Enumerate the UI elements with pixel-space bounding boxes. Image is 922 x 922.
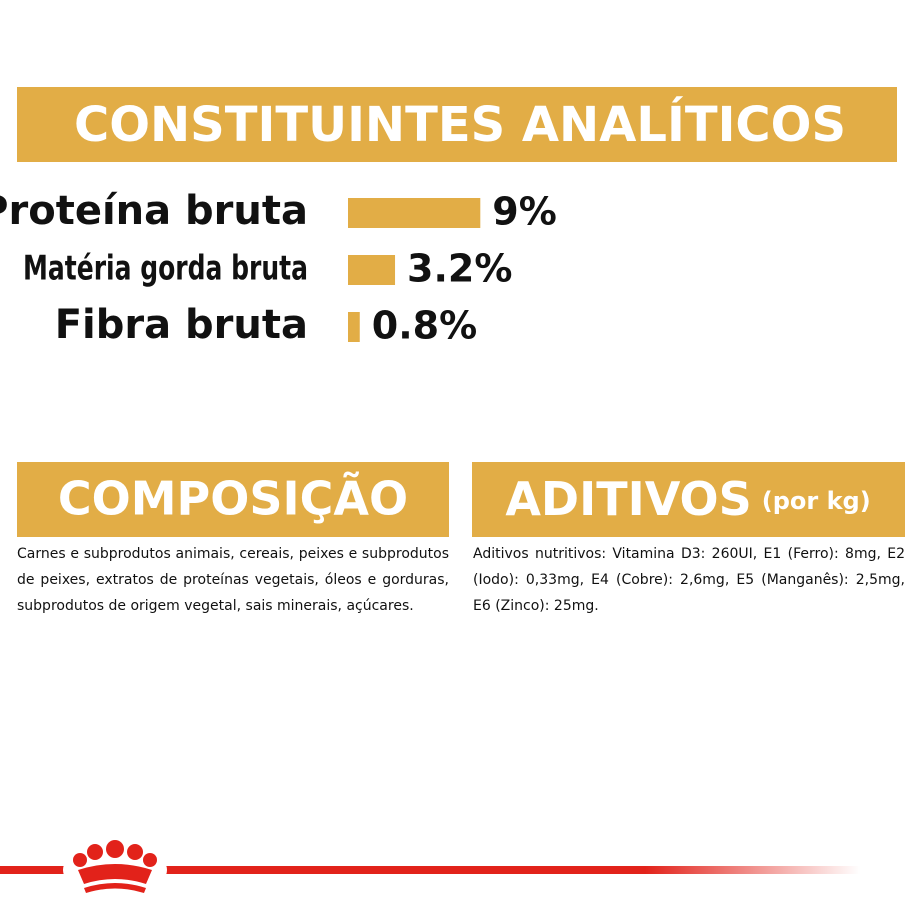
analysis-rows: Proteína bruta 9% Matéria gorda bruta 3.2% F…: [0, 188, 557, 348]
value-label: 0.8%: [372, 304, 477, 348]
additives-text: Aditivos nutritivos: Vitamina D3: 260UI,…: [473, 546, 905, 614]
composition-title: COMPOSIÇÃO: [58, 471, 408, 526]
item-label: Proteína bruta: [0, 188, 308, 234]
composition-text: Carnes e subprodutos animais, cereais, p…: [17, 546, 449, 614]
value-label: 9%: [492, 190, 557, 234]
analysis-title: CONSTITUINTES ANALÍTICOS: [74, 96, 846, 153]
crown-logo: [63, 840, 167, 896]
value-label: 3.2%: [407, 247, 512, 291]
title-band: [17, 87, 897, 162]
footer-line: [0, 866, 860, 874]
additives-subtitle: (por kg): [762, 487, 871, 515]
additives-band: [472, 462, 905, 537]
item-label: Fibra bruta: [55, 302, 308, 348]
additives-title: ADITIVOS: [505, 472, 751, 526]
composition-band: [17, 462, 449, 537]
bar: [348, 312, 360, 342]
bar: [348, 198, 481, 228]
additives-heading: ADITIVOS (por kg): [505, 472, 870, 526]
item-label: Matéria gorda bruta: [23, 249, 308, 289]
bar: [348, 255, 396, 285]
